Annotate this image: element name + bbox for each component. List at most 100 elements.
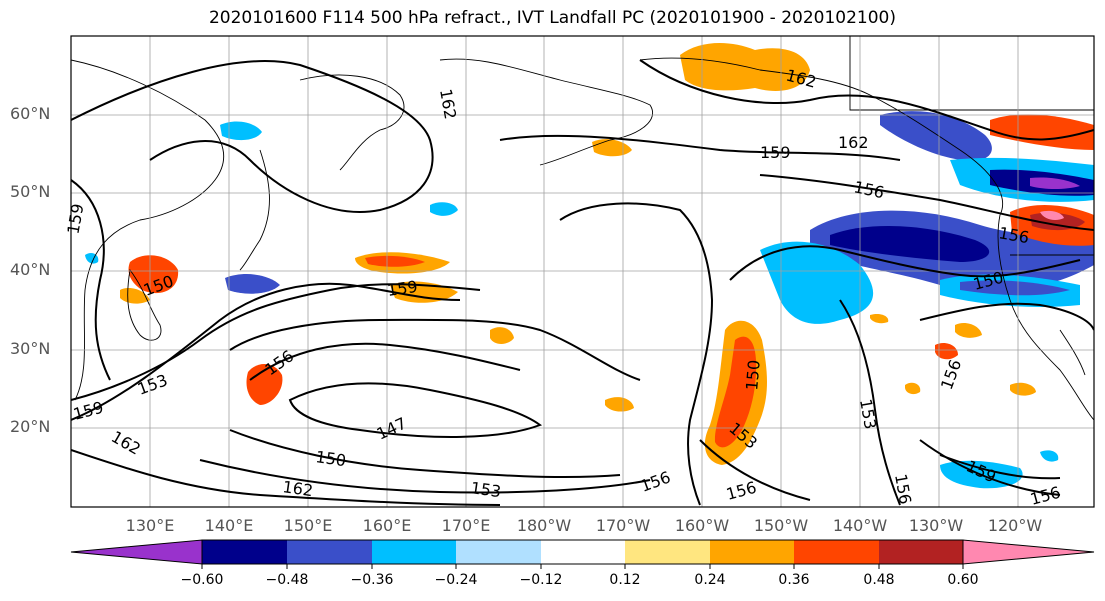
colorbar-bin — [710, 540, 794, 564]
contour-153 — [839, 299, 901, 506]
coastline — [71, 59, 225, 401]
colorbar-bin — [202, 540, 287, 564]
colorbar-bin — [879, 540, 963, 564]
positive-anomaly-region — [365, 255, 425, 267]
coastline — [849, 36, 1094, 111]
contour-162 — [71, 60, 434, 213]
refractivity-contours — [71, 59, 1094, 506]
colorbar — [70, 539, 1095, 569]
contour-label: 147 — [374, 413, 410, 443]
contour-159 — [499, 134, 901, 161]
colorbar-tick-label: 0.24 — [694, 572, 726, 588]
shaded-field — [85, 43, 1094, 489]
positive-anomaly-region — [870, 313, 889, 324]
contour-label: 156 — [1028, 483, 1062, 509]
contour-label: 159 — [760, 143, 791, 162]
contour-159 — [939, 454, 1061, 480]
contour-label: 162 — [436, 87, 460, 120]
contour-156 — [759, 174, 1094, 231]
positive-anomaly-region — [246, 364, 283, 405]
coastline — [639, 57, 1004, 216]
colorbar-bin — [625, 540, 710, 564]
colorbar-bin — [372, 540, 456, 564]
positive-anomaly-region — [128, 255, 179, 294]
contour-156 — [559, 202, 714, 506]
coastline — [299, 74, 405, 171]
lon-label: 150°W — [753, 516, 809, 535]
contour-159 — [71, 282, 461, 421]
contour-label: 150 — [742, 359, 764, 391]
contour-label: 156 — [852, 177, 886, 202]
negative-anomaly-region — [960, 280, 1070, 296]
positive-anomaly-region — [990, 114, 1094, 150]
negative-anomaly-region — [760, 241, 874, 324]
contour-150 — [229, 429, 621, 479]
negative-anomaly-region — [85, 252, 99, 264]
lon-label: 170°E — [441, 516, 491, 535]
colorbar-tick-label: −0.12 — [519, 572, 563, 588]
lon-label: 140°E — [204, 516, 254, 535]
positive-anomaly-region — [1010, 382, 1036, 396]
lon-label: 120°W — [987, 516, 1043, 535]
contour-label: 159 — [63, 202, 87, 235]
contour-label: 156 — [937, 357, 965, 392]
positive-anomaly-region — [680, 43, 810, 91]
contour-label: 159 — [386, 277, 419, 300]
negative-anomaly-region — [225, 274, 280, 294]
coastline — [997, 214, 1094, 421]
colorbar-tick-label: −0.48 — [265, 572, 309, 588]
colorbar-bin — [287, 540, 372, 564]
colorbar-tick-label: −0.60 — [180, 572, 224, 588]
positive-anomaly-region — [1040, 210, 1064, 220]
colorbar-bin — [794, 540, 879, 564]
positive-anomaly-region — [955, 323, 982, 338]
colorbar-bin — [456, 540, 541, 564]
gridlines — [71, 36, 1094, 507]
contour-150 — [249, 342, 521, 381]
lat-label: 40°N — [10, 260, 51, 279]
contour-150 — [729, 245, 1081, 281]
coastline — [1059, 329, 1086, 376]
lat-label: 30°N — [10, 339, 51, 358]
colorbar-tick-label: −0.36 — [350, 572, 394, 588]
positive-anomaly-region — [1030, 212, 1085, 231]
contour-156 — [229, 318, 641, 381]
lon-label: 160°W — [674, 516, 730, 535]
lat-label: 50°N — [10, 182, 51, 201]
lon-label: 130°W — [908, 516, 964, 535]
contour-label: 156 — [724, 478, 758, 504]
lat-label: 20°N — [10, 417, 51, 436]
coastline — [439, 58, 653, 166]
contour-label: 159 — [71, 398, 105, 424]
negative-anomaly-region — [1030, 177, 1080, 189]
positive-anomaly-region — [905, 382, 921, 395]
colorbar-extend-high — [962, 539, 1095, 565]
contour-label: 156 — [891, 472, 915, 505]
contour-156 — [919, 302, 1094, 331]
negative-anomaly-region — [430, 202, 458, 216]
colorbar-tick-label: 0.36 — [778, 572, 810, 588]
map-frame — [70, 35, 1095, 508]
lat-label: 60°N — [10, 104, 51, 123]
negative-anomaly-region — [220, 121, 262, 141]
lon-label: 170°W — [595, 516, 651, 535]
colorbar-bin — [541, 540, 625, 564]
positive-anomaly-region — [490, 327, 514, 344]
coastline — [127, 268, 162, 341]
negative-anomaly-region — [880, 111, 992, 161]
contour-153 — [199, 459, 651, 494]
contour-147 — [288, 382, 543, 438]
coastline — [239, 149, 270, 271]
lon-label: 160°E — [362, 516, 412, 535]
contour-153 — [71, 283, 481, 401]
contour-label: 162 — [108, 427, 144, 459]
contour-162 — [71, 449, 501, 506]
lon-label: 140°W — [832, 516, 888, 535]
colorbar-extend-low — [70, 539, 203, 565]
positive-anomaly-region — [592, 139, 632, 157]
colorbar-tick-label: 0.60 — [947, 572, 979, 588]
lon-label: 150°E — [283, 516, 333, 535]
contour-label: 162 — [281, 477, 314, 500]
contour-label: 156 — [638, 467, 673, 495]
